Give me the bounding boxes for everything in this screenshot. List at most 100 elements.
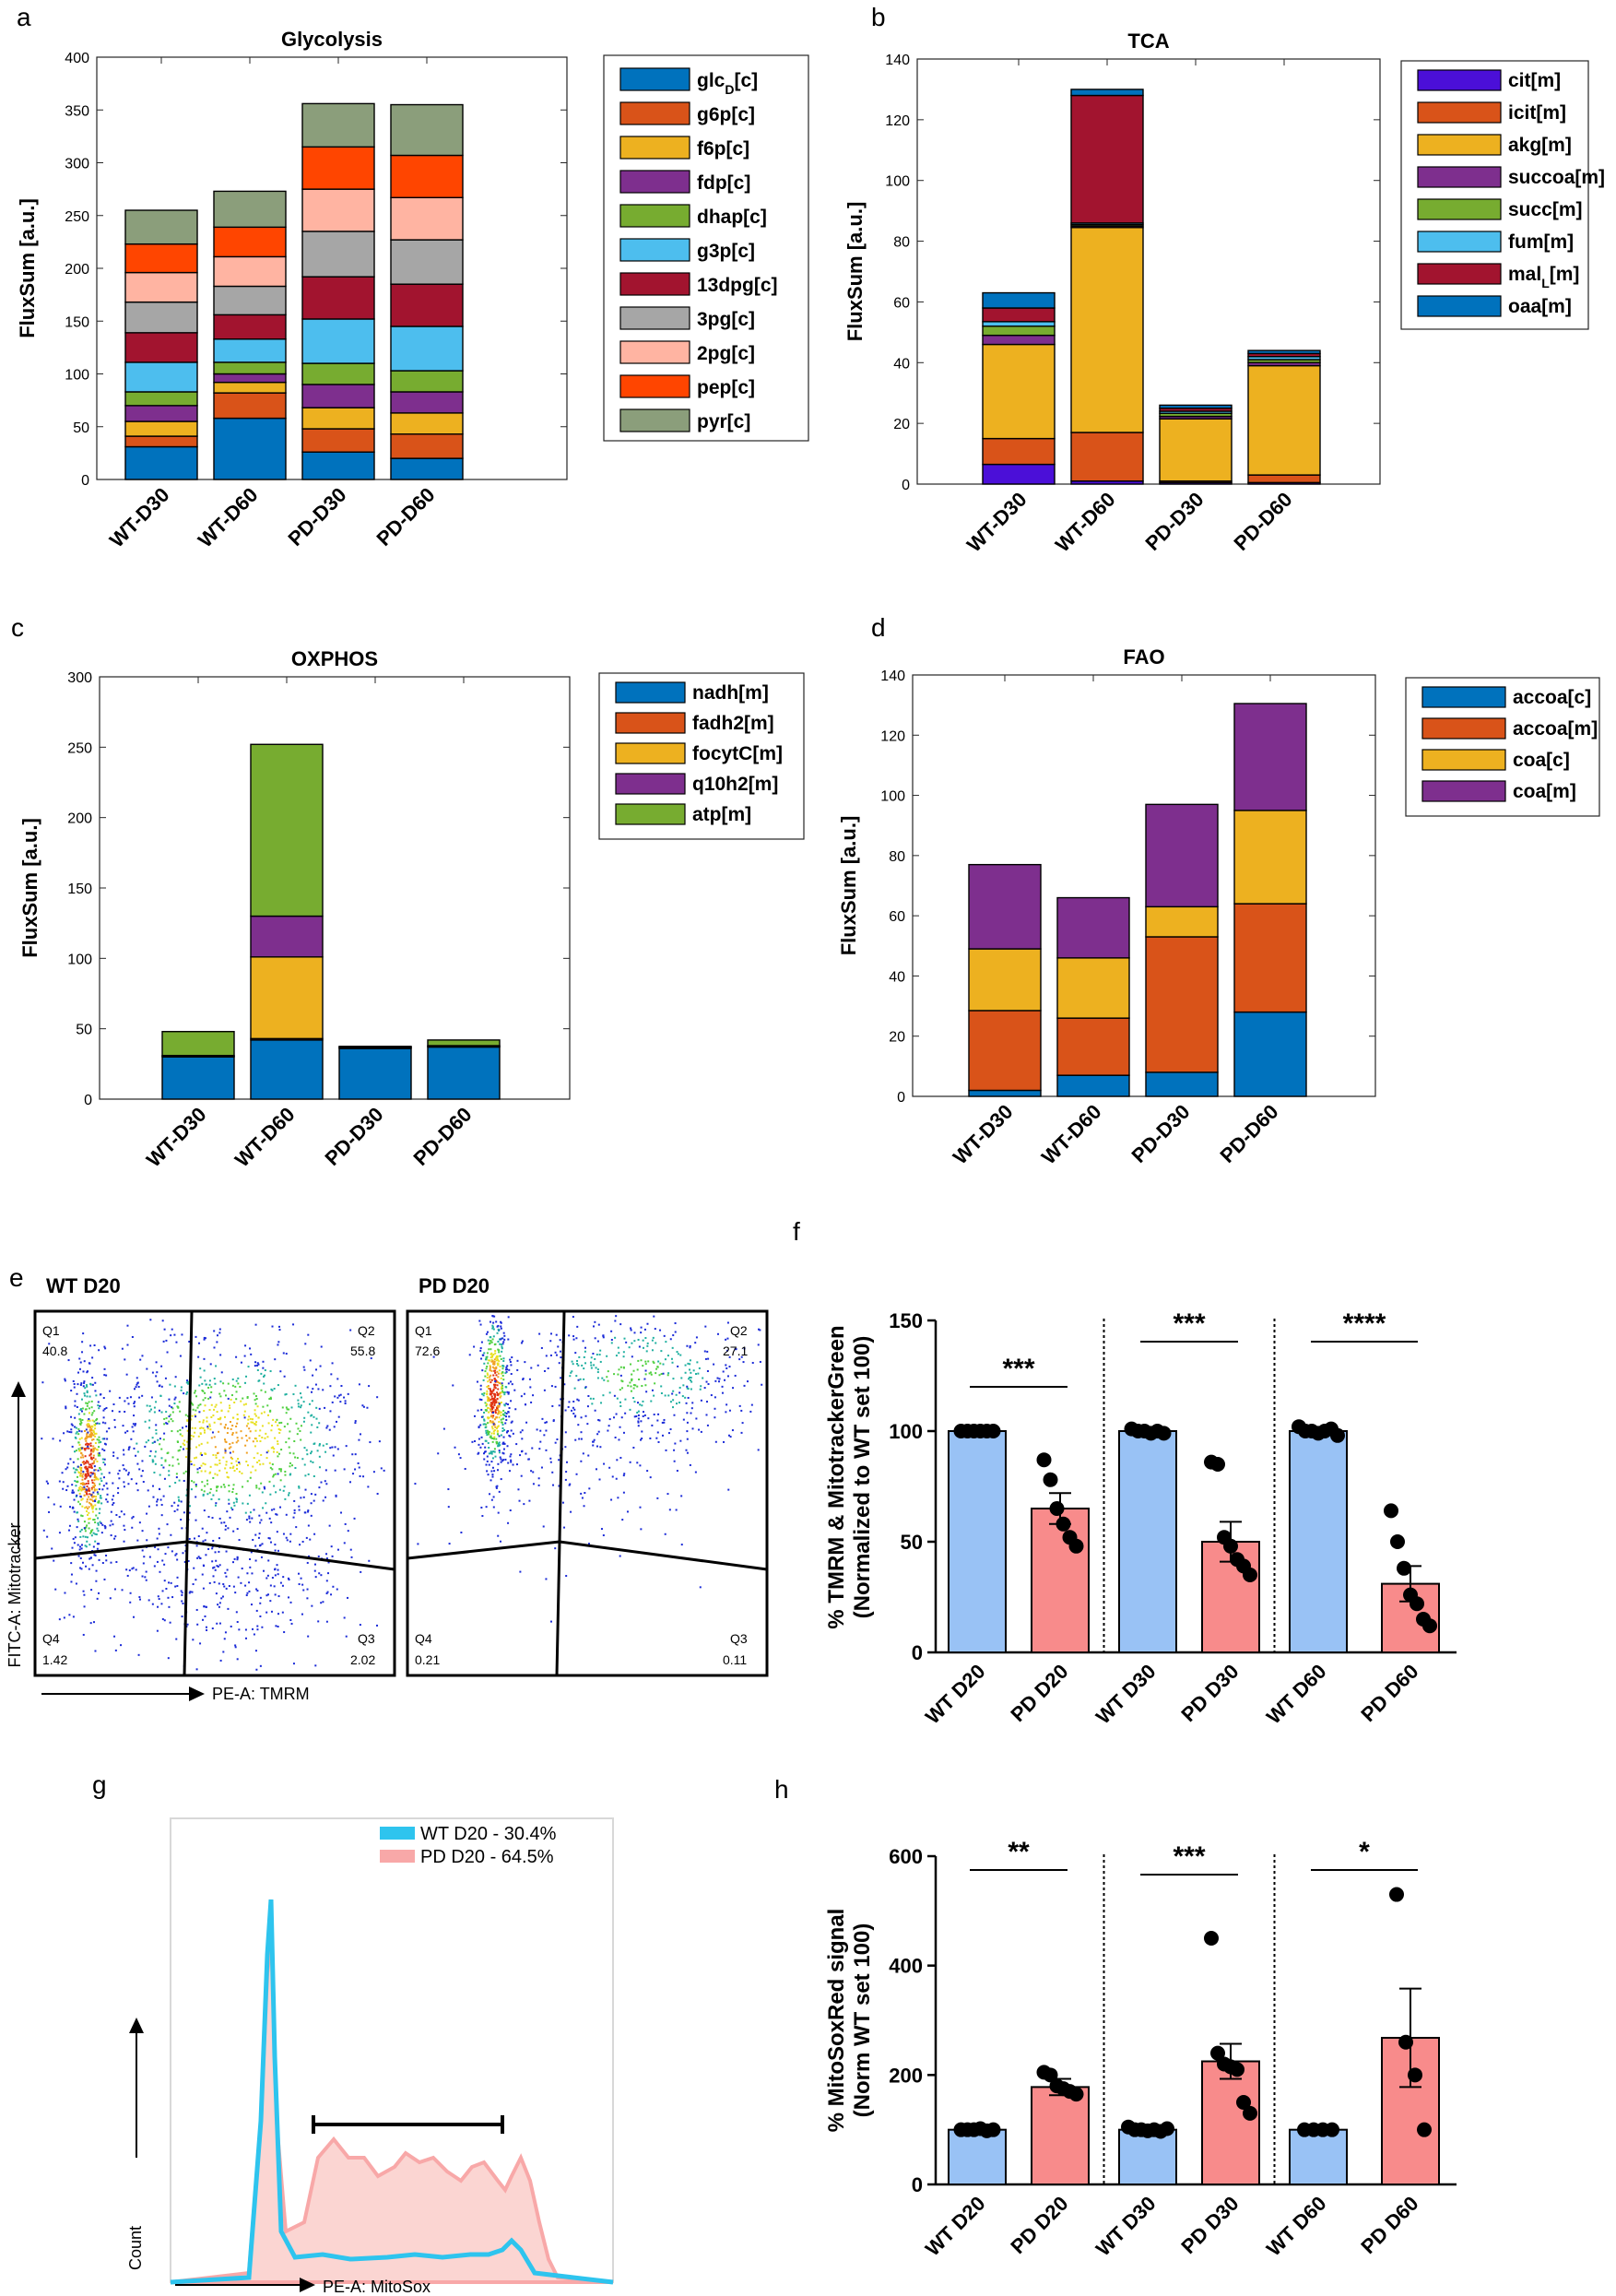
flow-event [481, 1369, 484, 1372]
flow-event [90, 1589, 93, 1592]
flow-event [156, 1500, 159, 1503]
flow-event [495, 1442, 498, 1445]
flow-event [706, 1350, 709, 1353]
flow-event [224, 1571, 227, 1574]
flow-event [238, 1539, 241, 1542]
flow-event [293, 1509, 296, 1511]
data-point [1230, 2062, 1244, 2077]
flow-event [486, 1455, 489, 1458]
flow-event [263, 1374, 265, 1377]
flow-event [511, 1356, 513, 1359]
flow-event [500, 1478, 502, 1481]
flow-event [507, 1316, 510, 1319]
flow-event [224, 1440, 227, 1443]
flow-event [721, 1385, 724, 1388]
flow-event [318, 1422, 321, 1425]
flow-event [614, 1336, 617, 1339]
flow-event [502, 1331, 505, 1334]
flow-event [86, 1447, 88, 1450]
flow-event [496, 1357, 499, 1360]
flow-event [485, 1404, 488, 1407]
legend-box [1400, 60, 1589, 330]
x-axis-label: PE-A: MitoSox [323, 2278, 431, 2296]
flow-event [81, 1454, 84, 1457]
flow-event [686, 1344, 689, 1347]
flow-event [174, 1376, 177, 1379]
flow-event [211, 1431, 214, 1434]
flow-event [490, 1348, 492, 1351]
flow-event [680, 1377, 683, 1379]
flow-event [307, 1635, 310, 1638]
flow-event [199, 1432, 202, 1435]
flow-event [262, 1507, 265, 1509]
y-tick-label: 60 [893, 295, 910, 311]
flow-event [179, 1433, 182, 1436]
flow-event [70, 1562, 73, 1565]
flow-event [73, 1382, 76, 1385]
flow-event [206, 1479, 208, 1482]
flow-event [85, 1506, 88, 1509]
flow-event [254, 1395, 257, 1398]
flow-event [209, 1487, 212, 1490]
flow-event [121, 1347, 124, 1350]
flow-event [94, 1442, 97, 1445]
flow-event [143, 1556, 146, 1558]
flow-event [194, 1391, 196, 1394]
flow-event [336, 1588, 338, 1591]
legend-swatch [619, 67, 690, 91]
flow-event [223, 1485, 226, 1488]
flow-event [343, 1396, 346, 1399]
flow-event [173, 1333, 176, 1336]
flow-plot-frame [33, 1309, 396, 1677]
flow-event [501, 1421, 503, 1424]
flow-event [492, 1506, 495, 1509]
flow-event [599, 1360, 602, 1363]
chart-title: TCA [1127, 30, 1169, 53]
y-tick-label: 80 [893, 235, 910, 251]
flow-event [641, 1404, 643, 1407]
flow-event [254, 1559, 257, 1562]
flow-event [584, 1346, 587, 1349]
x-tick-label: WT-D60 [1037, 1100, 1106, 1169]
flow-event [315, 1406, 318, 1409]
flow-event [490, 1402, 492, 1404]
flow-event [590, 1364, 593, 1367]
flow-event [590, 1367, 593, 1369]
bar-segment [124, 209, 198, 245]
flow-event [575, 1473, 578, 1475]
flow-event [490, 1421, 493, 1424]
flow-event [207, 1386, 210, 1389]
flow-event [288, 1408, 290, 1411]
flow-event [303, 1511, 306, 1514]
flow-event [572, 1363, 574, 1366]
flow-event [485, 1356, 488, 1359]
flow-event [447, 1488, 450, 1491]
flow-event [564, 1478, 567, 1481]
flow-event [642, 1365, 644, 1367]
flow-event [747, 1380, 749, 1383]
flow-event [651, 1349, 654, 1352]
flow-event [558, 1485, 560, 1487]
flow-event [727, 1488, 730, 1491]
flow-event [115, 1513, 118, 1516]
flow-event [93, 1465, 96, 1468]
flow-event [504, 1422, 507, 1425]
flow-event [233, 1557, 236, 1560]
x-tick-label: WT D30 [1091, 1660, 1161, 1729]
flow-event [210, 1415, 213, 1418]
bar [948, 1430, 1007, 1653]
flow-event [488, 1416, 490, 1419]
flow-event [261, 1425, 264, 1427]
bar-segment [124, 361, 198, 393]
flow-event [114, 1535, 117, 1538]
flow-event [169, 1414, 171, 1416]
flow-event [81, 1418, 84, 1421]
flow-event [204, 1463, 206, 1466]
data-point [1036, 1452, 1052, 1468]
flow-event [161, 1320, 164, 1322]
flow-event [228, 1498, 230, 1501]
flow-event [489, 1436, 491, 1438]
flow-event [203, 1429, 206, 1432]
flow-event [227, 1382, 230, 1385]
flow-event [477, 1452, 479, 1455]
